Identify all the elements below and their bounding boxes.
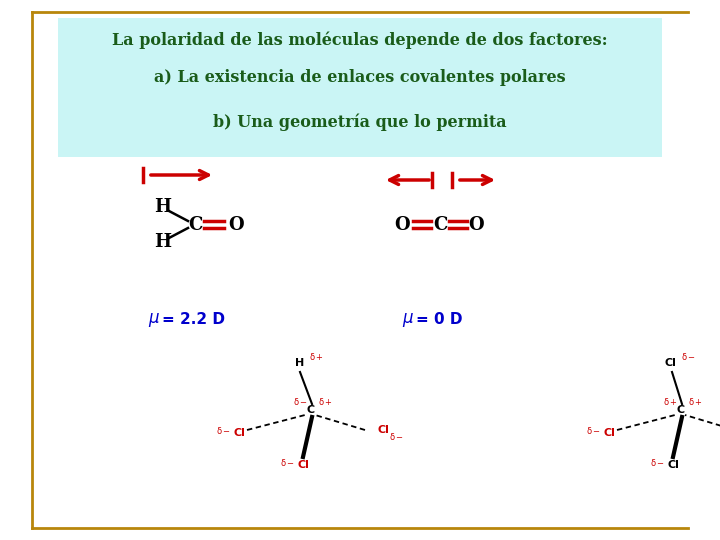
Text: $\mathregular{\delta+}$: $\mathregular{\delta+}$ (688, 396, 703, 407)
Text: = 0 D: = 0 D (416, 313, 462, 327)
Text: $\it{\mu}$: $\it{\mu}$ (402, 311, 414, 329)
Text: = 2.2 D: = 2.2 D (162, 313, 225, 327)
Text: C: C (307, 405, 315, 415)
Text: Cl: Cl (233, 428, 245, 438)
Text: C: C (433, 216, 447, 234)
Text: O: O (394, 216, 410, 234)
Text: C: C (677, 405, 685, 415)
Text: $\mathregular{\delta+}$: $\mathregular{\delta+}$ (318, 396, 333, 407)
Text: $\mathregular{\delta+}$: $\mathregular{\delta+}$ (663, 396, 678, 407)
Text: $\mathregular{\delta-}$: $\mathregular{\delta-}$ (293, 396, 308, 407)
Text: $\mathregular{\delta-}$: $\mathregular{\delta-}$ (586, 424, 601, 435)
Text: H: H (295, 358, 305, 368)
Text: Cl: Cl (667, 460, 679, 470)
Text: $\mathregular{\delta-}$: $\mathregular{\delta-}$ (389, 430, 404, 442)
Bar (58, 18, 662, 157)
Text: $\mathregular{\delta+}$: $\mathregular{\delta+}$ (309, 351, 324, 362)
Text: Cl: Cl (664, 358, 676, 368)
Text: O: O (228, 216, 244, 234)
Text: $\mathregular{\delta-}$: $\mathregular{\delta-}$ (216, 424, 231, 435)
Text: b) Una geometría que lo permita: b) Una geometría que lo permita (213, 113, 507, 131)
Text: $\mathregular{\delta-}$: $\mathregular{\delta-}$ (280, 456, 295, 468)
Text: H: H (155, 198, 171, 216)
Text: $\mathregular{\delta-}$: $\mathregular{\delta-}$ (650, 456, 665, 468)
Text: H: H (155, 233, 171, 251)
Text: Cl: Cl (297, 460, 309, 470)
Text: a) La existencia de enlaces covalentes polares: a) La existencia de enlaces covalentes p… (154, 70, 566, 86)
Text: Cl: Cl (603, 428, 615, 438)
Text: C: C (188, 216, 202, 234)
Text: O: O (468, 216, 484, 234)
Text: $\mathregular{\delta-}$: $\mathregular{\delta-}$ (681, 351, 696, 362)
Text: Cl: Cl (377, 425, 389, 435)
Text: $\it{\mu}$: $\it{\mu}$ (148, 311, 160, 329)
Text: La polaridad de las moléculas depende de dos factores:: La polaridad de las moléculas depende de… (112, 31, 608, 49)
